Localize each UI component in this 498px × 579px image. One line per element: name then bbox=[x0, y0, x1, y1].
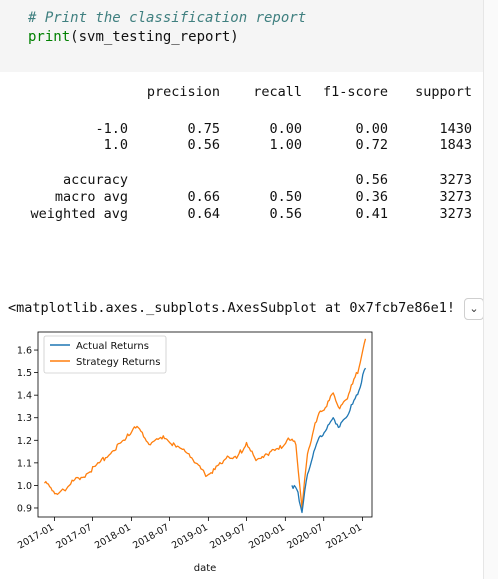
output-toggle-button[interactable]: ⌄ bbox=[464, 298, 484, 320]
legend: Actual Returns Strategy Returns bbox=[43, 335, 167, 374]
row-recall: 0.50 bbox=[269, 189, 302, 205]
scrollbar[interactable] bbox=[483, 0, 498, 579]
row-recall: 1.00 bbox=[269, 137, 302, 153]
chevron-down-icon: ⌄ bbox=[469, 302, 479, 315]
row-f1: 0.41 bbox=[355, 206, 388, 222]
header-precision: precision bbox=[146, 84, 220, 100]
row-support: 3273 bbox=[439, 206, 472, 222]
row-label: macro avg bbox=[54, 189, 128, 205]
row-f1: 0.72 bbox=[355, 137, 388, 153]
code-statement: print(svm_testing_report) bbox=[28, 28, 239, 46]
y-tick-label: 0.9 bbox=[17, 503, 32, 514]
row-recall: 0.56 bbox=[269, 206, 302, 222]
x-tick-label: 2020-07 bbox=[285, 522, 325, 551]
code-comment: # Print the classification report bbox=[28, 10, 307, 26]
legend-label-actual: Actual Returns bbox=[76, 341, 149, 352]
row-support: 3273 bbox=[439, 172, 472, 188]
header-recall: recall bbox=[253, 84, 302, 100]
header-support: support bbox=[415, 84, 472, 100]
row-label: accuracy bbox=[62, 172, 128, 188]
row-label: -1.0 bbox=[95, 121, 128, 137]
series-line-strategy bbox=[43, 338, 367, 509]
returns-chart: 0.91.01.11.21.31.41.51.6 2017-012017-072… bbox=[16, 331, 373, 574]
row-f1: 0.56 bbox=[355, 172, 388, 188]
row-label: weighted avg bbox=[30, 206, 128, 222]
row-precision: 0.66 bbox=[187, 189, 220, 205]
row-support: 1430 bbox=[439, 121, 472, 137]
output-repr-text: <matplotlib.axes._subplots.AxesSubplot a… bbox=[8, 300, 456, 316]
x-tick-label: 2020-01 bbox=[247, 522, 287, 551]
x-axis: 2017-012017-072018-012018-072019-012019-… bbox=[16, 517, 364, 551]
row-recall: 0.00 bbox=[269, 121, 302, 137]
row-support: 3273 bbox=[439, 189, 472, 205]
classification-report: precision recall f1-score support -1.0 0… bbox=[0, 78, 484, 248]
y-axis: 0.9 1.0 1.1 1.2 1.3 1.4 1.5 1.6 bbox=[17, 346, 38, 514]
row-f1: 0.00 bbox=[355, 121, 388, 137]
code-cell[interactable]: # Print the classification report print(… bbox=[0, 0, 484, 72]
y-tick-label: 1.2 bbox=[17, 436, 32, 447]
code-function: print bbox=[28, 29, 71, 45]
row-precision: 0.56 bbox=[187, 137, 220, 153]
header-f1-score: f1-score bbox=[322, 84, 388, 100]
code-argument: (svm_testing_report) bbox=[70, 29, 239, 45]
y-tick-label: 1.1 bbox=[17, 458, 32, 469]
x-tick-label: 2018-07 bbox=[131, 522, 171, 551]
y-tick-label: 1.3 bbox=[17, 413, 32, 424]
y-tick-label: 1.6 bbox=[17, 346, 32, 357]
row-support: 1843 bbox=[439, 137, 472, 153]
series-line-actual bbox=[291, 367, 367, 514]
output-repr-bar: <matplotlib.axes._subplots.AxesSubplot a… bbox=[0, 297, 484, 323]
y-tick-label: 1.0 bbox=[17, 481, 32, 492]
x-tick-label: 2021-01 bbox=[324, 522, 364, 551]
x-tick-label: 2018-01 bbox=[93, 522, 133, 551]
row-precision: 0.75 bbox=[187, 121, 220, 137]
x-tick-label: 2017-07 bbox=[54, 522, 94, 551]
y-tick-label: 1.5 bbox=[17, 368, 32, 379]
series-lines bbox=[43, 338, 367, 514]
row-f1: 0.36 bbox=[355, 189, 388, 205]
row-label: 1.0 bbox=[103, 137, 128, 153]
x-tick-label: 2019-07 bbox=[208, 522, 248, 551]
x-axis-label: date bbox=[194, 563, 217, 574]
x-tick-label: 2019-01 bbox=[170, 522, 210, 551]
y-tick-label: 1.4 bbox=[17, 391, 32, 402]
row-precision: 0.64 bbox=[187, 206, 220, 222]
legend-label-strategy: Strategy Returns bbox=[76, 357, 160, 368]
legend-box bbox=[43, 335, 167, 374]
x-tick-label: 2017-01 bbox=[16, 522, 56, 551]
